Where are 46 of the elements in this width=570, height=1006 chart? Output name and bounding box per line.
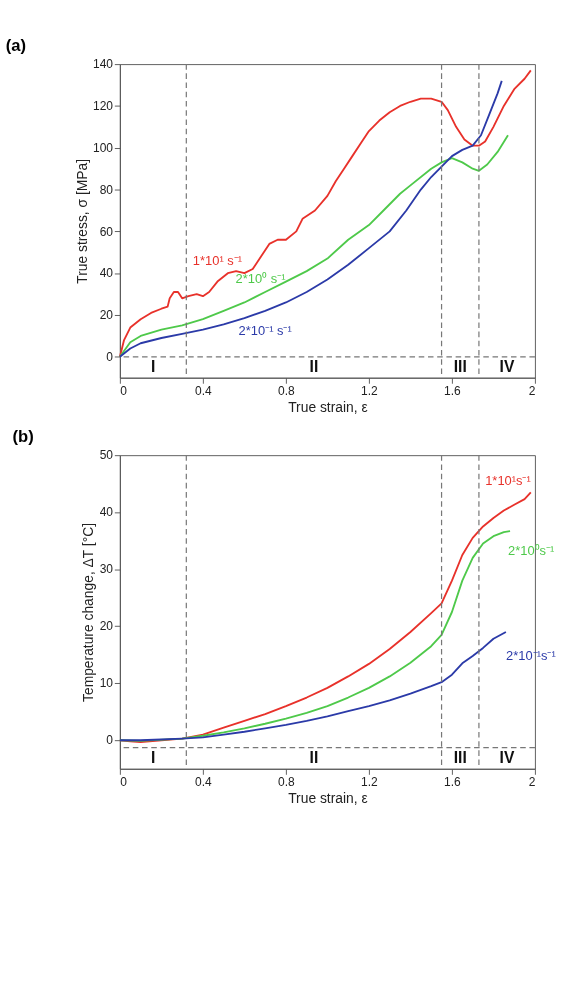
y-tick-label: 120 [92, 99, 114, 114]
x-tick-label: 0 [120, 774, 128, 789]
x-tick-label: 0.4 [195, 383, 213, 398]
y-tick-label: 40 [99, 505, 114, 520]
annotation: I [150, 357, 156, 375]
chart-title: (a) [5, 36, 27, 56]
annotation: IV [499, 748, 515, 766]
series-label: 1*10¹s⁻¹ [485, 472, 532, 488]
y-tick-label: 20 [99, 619, 114, 634]
line-series [118, 134, 509, 358]
y-axis-title: True stress, σ [MPa] [73, 158, 90, 284]
x-tick-label: 1.2 [361, 383, 379, 398]
series-label: 1*10¹ s⁻¹ [192, 252, 243, 268]
annotation: III [453, 748, 467, 766]
annotation: I [150, 748, 156, 766]
y-tick-label: 0 [106, 733, 114, 748]
x-tick-label: 0.8 [278, 774, 296, 789]
y-tick-label: 80 [99, 182, 114, 197]
x-tick-label: 1.6 [444, 774, 462, 789]
y-tick-label: 50 [99, 448, 114, 463]
y-tick-label: 60 [99, 224, 114, 239]
annotation: II [309, 357, 319, 375]
x-tick-label: 2 [528, 774, 536, 789]
y-tick-label: 40 [99, 266, 114, 281]
y-tick-label: 30 [99, 562, 114, 577]
chart-title: (b) [12, 427, 34, 447]
x-tick-label: 1.2 [361, 774, 379, 789]
annotation: III [453, 357, 467, 375]
series-label: 2*10⁰ s⁻¹ [235, 270, 287, 286]
line-series [118, 631, 507, 742]
annotation: IV [499, 357, 515, 375]
y-tick-label: 20 [99, 308, 114, 323]
y-tick-label: 100 [92, 140, 114, 155]
x-tick-label: 0 [120, 383, 128, 398]
y-tick-label: 140 [92, 57, 114, 72]
y-tick-label: 0 [106, 349, 114, 364]
series-label: 2*10⁻¹ s⁻¹ [238, 322, 293, 338]
x-tick-label: 0.4 [195, 774, 213, 789]
x-axis-title: True strain, ε [288, 399, 368, 416]
x-tick-label: 2 [528, 383, 536, 398]
x-axis-title: True strain, ε [288, 790, 368, 807]
x-tick-label: 0.8 [278, 383, 296, 398]
annotation: II [309, 748, 319, 766]
y-axis-title: Temperature change, ΔT [°C] [80, 522, 97, 702]
y-tick-label: 10 [99, 676, 114, 691]
x-tick-label: 1.6 [444, 383, 462, 398]
